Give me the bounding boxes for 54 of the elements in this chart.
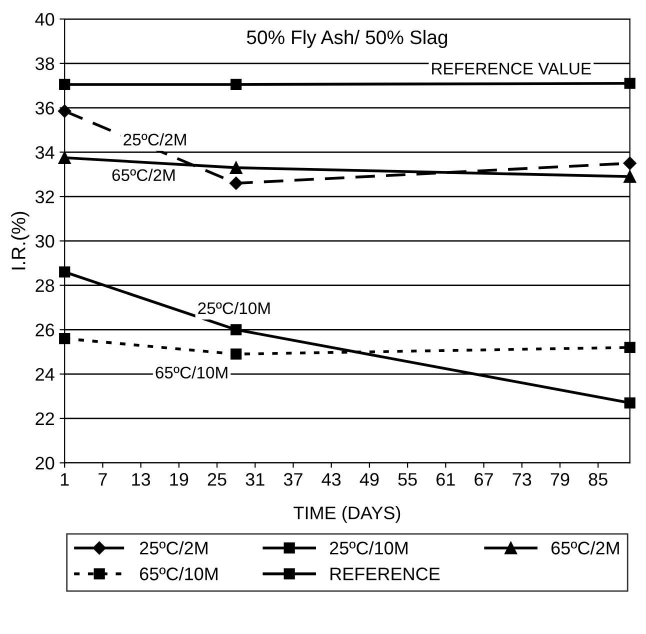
point xyxy=(624,342,636,353)
annotation: 25ºC/2M xyxy=(124,133,186,146)
x-axis-title: TIME (DAYS) xyxy=(294,506,400,523)
x-tick-label: 19 xyxy=(170,473,188,486)
y-tick-label: 22 xyxy=(36,412,54,425)
point xyxy=(58,151,71,164)
x-tick-label: 61 xyxy=(436,473,455,486)
x-tick-label: 49 xyxy=(360,473,379,486)
legend-label: 65ºC/10M xyxy=(140,567,218,580)
annotation: 65ºC/10M xyxy=(156,366,228,379)
point xyxy=(230,348,242,360)
x-tick-label: 43 xyxy=(322,473,341,486)
point xyxy=(624,397,636,408)
y-tick-label: 24 xyxy=(36,368,54,381)
point xyxy=(230,324,242,336)
point xyxy=(623,156,636,170)
y-tick-label: 20 xyxy=(36,456,54,470)
point xyxy=(624,78,636,89)
x-tick-label: 79 xyxy=(550,473,570,486)
point xyxy=(59,78,70,90)
x-tick-label: 73 xyxy=(512,473,532,486)
point xyxy=(59,266,70,278)
annotation: 25ºC/10M xyxy=(198,302,270,314)
x-tick-label: 13 xyxy=(132,473,150,486)
point xyxy=(230,161,242,174)
legend-label: 65ºC/2M xyxy=(551,541,619,554)
x-tick-label: 67 xyxy=(474,473,493,486)
x-tick-label: 1 xyxy=(60,473,69,486)
text: 50% Fly Ash/ 50% Slag xyxy=(246,30,448,48)
legend-label: 25ºC/2M xyxy=(140,541,208,554)
y-tick-label: 36 xyxy=(35,102,54,114)
point xyxy=(229,176,243,190)
legend-label: REFERENCE xyxy=(330,568,440,580)
y-axis-title: I.R.(%) xyxy=(11,212,30,270)
point xyxy=(624,170,636,183)
y-tick-label: 28 xyxy=(36,279,54,292)
annotation: REFERENCE VALUE xyxy=(432,62,591,75)
point xyxy=(59,333,70,344)
x-tick-label: 55 xyxy=(398,473,417,486)
annotation: 65ºC/2M xyxy=(112,168,175,182)
y-tick-label: 26 xyxy=(36,324,54,336)
y-tick-label: 38 xyxy=(35,57,54,70)
x-tick-label: 25 xyxy=(208,473,226,486)
y-tick-label: 40 xyxy=(35,12,54,26)
x-tick-label: 31 xyxy=(246,473,264,486)
y-tick-label: 34 xyxy=(35,146,54,159)
legend-label: 25ºC/10M xyxy=(330,541,408,554)
point xyxy=(58,104,72,118)
y-tick-label: 32 xyxy=(35,190,54,204)
x-tick-label: 37 xyxy=(284,473,302,486)
x-tick-label: 7 xyxy=(98,473,107,486)
x-tick-label: 85 xyxy=(588,473,608,486)
point xyxy=(230,78,242,90)
y-tick-label: 30 xyxy=(35,234,54,248)
